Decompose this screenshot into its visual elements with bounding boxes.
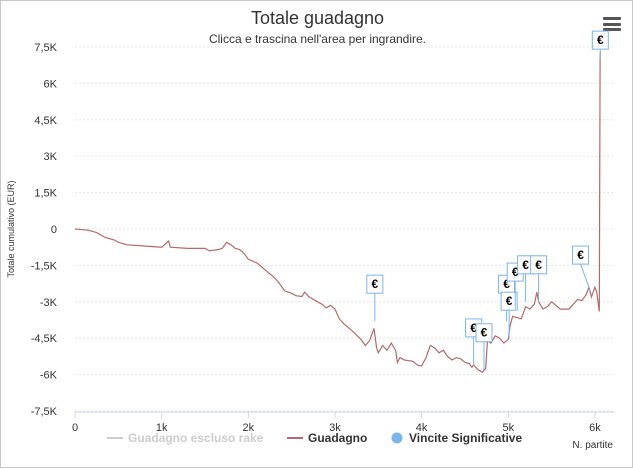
legend-symbol-vincite-significative xyxy=(391,432,403,444)
flag-label: € xyxy=(371,277,378,291)
chart-title: Totale guadagno xyxy=(250,8,385,28)
x-tick-label: 6k xyxy=(589,422,601,434)
y-tick-label: -4,5K xyxy=(31,333,58,345)
y-tick-label: 0 xyxy=(51,224,57,236)
flag-label: € xyxy=(522,258,529,272)
y-tick-label: 6K xyxy=(44,78,58,90)
flag-label: € xyxy=(481,326,488,340)
x-tick-label: 3k xyxy=(329,422,341,434)
x-tick-label: 0 xyxy=(72,422,78,434)
legend-item-vincite-significative[interactable]: Vincite Significative xyxy=(409,431,522,445)
hamburger-menu-icon[interactable] xyxy=(603,17,621,31)
x-tick-label: 5k xyxy=(502,422,514,434)
x-tick-label: 4k xyxy=(416,422,428,434)
y-tick-label: 3K xyxy=(44,151,58,163)
y-tick-label: -7,5K xyxy=(31,406,58,418)
y-tick-label: -3K xyxy=(40,297,58,309)
flag-marker xyxy=(500,291,518,311)
y-tick-label: -1,5K xyxy=(31,260,58,272)
legend-item-guadagno[interactable]: Guadagno xyxy=(308,431,367,445)
legend-item-guadagno-escluso-rake[interactable]: Guadagno escluso rake xyxy=(128,431,264,445)
y-tick-label: 1,5K xyxy=(34,188,57,200)
x-tick-label: 1k xyxy=(156,422,168,434)
series-line-guadagno xyxy=(74,51,601,373)
flag-label: € xyxy=(577,248,584,262)
y-tick-label: 7,5K xyxy=(34,42,57,54)
x-axis-title: N. partite xyxy=(572,440,613,451)
y-tick-label: -6K xyxy=(40,370,58,382)
flag-marker xyxy=(591,30,609,50)
flag-marker xyxy=(475,323,493,343)
flag-label: € xyxy=(506,294,513,308)
flag-label: € xyxy=(512,265,519,279)
chart-subtitle: Clicca e trascina nell'area per ingrandi… xyxy=(208,32,427,46)
flag-label: € xyxy=(470,321,477,335)
y-tick-label: 4,5K xyxy=(34,115,57,127)
y-axis-title: Totale cumulativo (EUR) xyxy=(6,180,16,277)
flag-pole xyxy=(580,263,592,293)
flag-marker xyxy=(530,255,548,275)
x-tick-label: 2k xyxy=(242,422,254,434)
flag-label: € xyxy=(503,277,510,291)
flag-label: € xyxy=(597,33,604,47)
flag-marker xyxy=(572,245,590,265)
flag-label: € xyxy=(535,258,542,272)
flag-marker xyxy=(366,274,384,294)
